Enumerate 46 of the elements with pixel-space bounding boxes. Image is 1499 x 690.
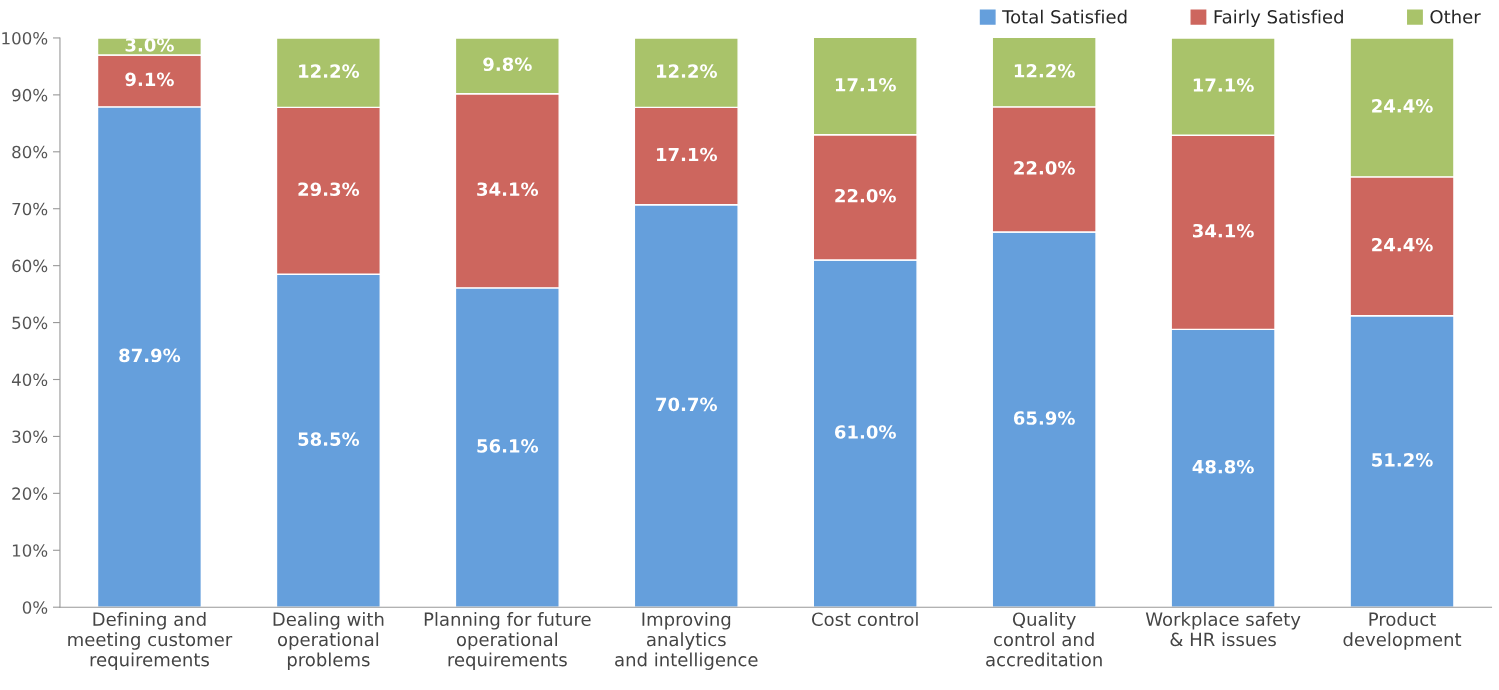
y-tick-label: 100% bbox=[2, 31, 48, 45]
data-label: 17.1% bbox=[656, 147, 718, 162]
x-tick-label: Cost control bbox=[811, 612, 918, 627]
x-tick-label: Workplace safety & HR issues bbox=[1145, 612, 1301, 647]
data-label: 3.0% bbox=[125, 38, 174, 52]
x-tick-label: Quality control and accreditation bbox=[986, 612, 1102, 667]
data-label: 12.2% bbox=[656, 64, 718, 78]
data-label: 70.7% bbox=[656, 397, 718, 412]
data-label: 12.2% bbox=[1014, 63, 1075, 78]
data-label: 65.9% bbox=[1013, 411, 1075, 425]
y-tick-label: 0% bbox=[22, 601, 48, 614]
data-label: 12.2% bbox=[299, 64, 360, 78]
y-tick-label: 90% bbox=[12, 88, 48, 102]
data-label: 17.1% bbox=[1193, 78, 1254, 92]
y-tick-label: 40% bbox=[11, 373, 48, 387]
data-label: 24.4% bbox=[1372, 237, 1433, 252]
data-label: 34.1% bbox=[1192, 223, 1254, 238]
y-tick-label: 20% bbox=[12, 487, 48, 500]
data-label: 34.1% bbox=[477, 182, 539, 197]
legend-label: Total Satisfied bbox=[1002, 9, 1127, 24]
data-label: 24.4% bbox=[1372, 98, 1433, 113]
legend-label: Fairly Satisfied bbox=[1214, 9, 1343, 28]
data-label: 17.1% bbox=[835, 77, 896, 92]
x-tick-label: Defining and meeting customer requirements bbox=[68, 612, 233, 670]
data-label: 9.8% bbox=[483, 57, 532, 72]
x-tick-label: Product development bbox=[1343, 612, 1462, 650]
data-label: 61.0% bbox=[835, 425, 896, 439]
y-tick-label: 80% bbox=[12, 145, 48, 159]
data-label: 56.1% bbox=[477, 439, 539, 453]
data-label: 51.2% bbox=[1372, 453, 1433, 467]
y-tick-label: 60% bbox=[12, 259, 48, 273]
y-tick-label: 30% bbox=[12, 430, 48, 443]
x-tick-label: Improving analytics and intelligence bbox=[615, 612, 758, 670]
x-tick-label: Planning for future operational requirements bbox=[424, 612, 591, 670]
data-label: 22.0% bbox=[1014, 161, 1075, 175]
x-tick-label: Dealing with operational problems bbox=[273, 612, 384, 670]
data-label: 9.1% bbox=[125, 72, 174, 87]
data-label: 58.5% bbox=[298, 432, 360, 446]
data-label: 87.9% bbox=[119, 348, 181, 363]
y-tick-label: 70% bbox=[12, 202, 48, 216]
y-tick-label: 50% bbox=[12, 316, 48, 330]
legend-label: Other bbox=[1430, 9, 1481, 24]
data-label: 29.3% bbox=[298, 182, 360, 197]
data-label: 48.8% bbox=[1192, 459, 1254, 474]
data-label: 22.0% bbox=[835, 188, 896, 203]
y-tick-label: 10% bbox=[12, 544, 48, 557]
